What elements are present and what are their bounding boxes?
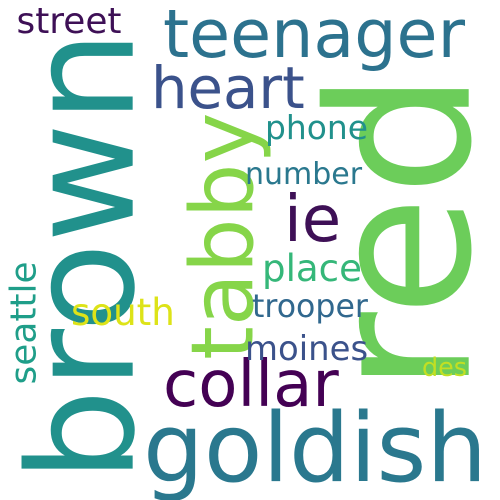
word-ie: ie [284,183,342,257]
word-heart: heart [151,53,305,122]
word-seattle: seattle [3,261,45,385]
word-street: street [16,1,122,42]
word-south: south [71,290,175,334]
word-teenager: teenager [163,0,465,73]
word-trooper: trooper [252,288,368,325]
word-number: number [245,156,363,192]
word-collar: collar [163,348,339,422]
word-des: des [422,352,467,382]
word-goldish: goldish [143,391,488,500]
word-phone: phone [265,108,368,147]
word-place: place [262,246,362,290]
word-moines: moines [245,328,369,368]
word-brown: brown [0,30,168,482]
